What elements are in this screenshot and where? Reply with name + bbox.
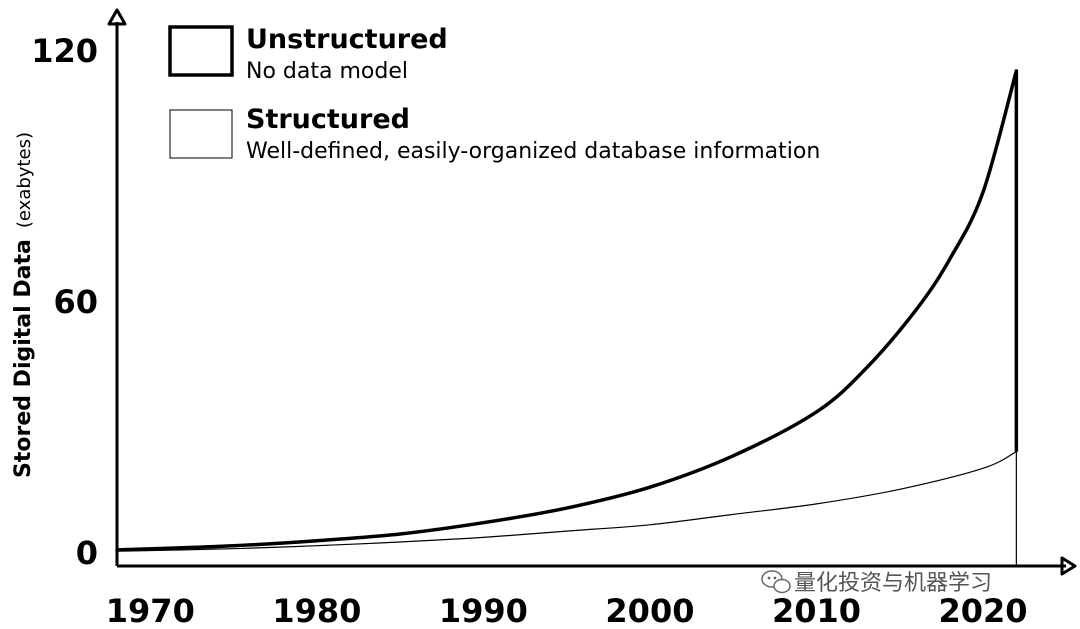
y-tick-label: 60	[53, 283, 98, 321]
series-layer	[115, 69, 1019, 566]
x-tick-label: 2000	[605, 592, 694, 629]
y-tick-labels: 0 60 120	[31, 32, 98, 572]
legend-swatch-unstructured	[168, 25, 234, 77]
x-tick-label: 2020	[939, 592, 1028, 629]
legend-entry-structured: Structured Well-defined, easily-organize…	[169, 104, 820, 164]
legend: Unstructured No data model Structured We…	[168, 24, 820, 164]
y-axis-title-main: Stored Digital Data	[11, 239, 36, 478]
series-line-structured	[116, 451, 1017, 552]
watermark: 量化投资与机器学习	[761, 570, 992, 596]
x-tick-label: 1980	[272, 592, 361, 629]
y-axis-arrow	[107, 8, 127, 26]
axes	[107, 8, 1077, 576]
y-axis-title: Stored Digital Data (exabytes)	[11, 132, 36, 478]
x-tick-label: 1970	[106, 592, 195, 629]
x-tick-labels: 1970 1980 1990 2000 2010 2020	[106, 592, 1028, 629]
legend-entry-unstructured: Unstructured No data model	[168, 24, 448, 84]
x-tick-label: 1990	[439, 592, 528, 629]
wechat-icon	[761, 570, 791, 594]
x-axis-arrow	[1060, 556, 1077, 576]
watermark-text: 量化投资与机器学习	[794, 571, 992, 596]
y-tick-label: 120	[31, 32, 98, 70]
y-tick-label: 0	[76, 534, 98, 572]
legend-desc-unstructured: No data model	[246, 59, 408, 84]
x-tick-label: 2010	[772, 592, 861, 629]
series-line-unstructured	[115, 69, 1019, 552]
legend-title-structured: Structured	[246, 104, 410, 135]
y-axis-title-unit: (exabytes)	[14, 132, 35, 228]
legend-title-unstructured: Unstructured	[246, 24, 448, 55]
legend-swatch-structured	[169, 109, 233, 159]
legend-desc-structured: Well-defined, easily-organized database …	[246, 139, 820, 164]
